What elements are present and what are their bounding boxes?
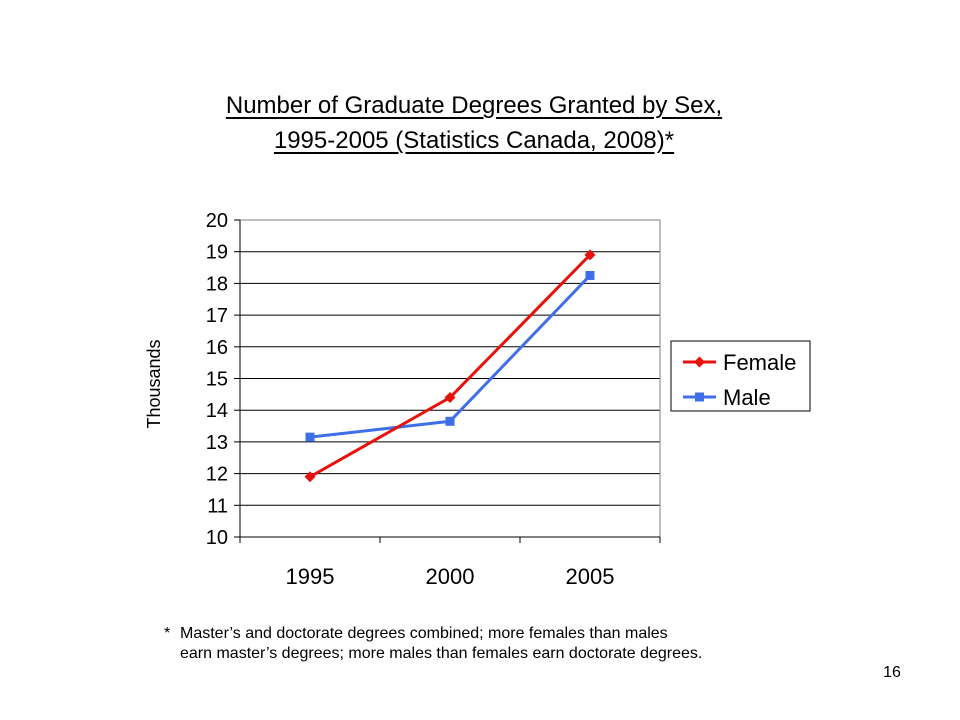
legend-label-male: Male <box>723 385 771 410</box>
series-line-female <box>309 253 592 479</box>
y-tick-label: 17 <box>206 305 228 327</box>
y-tick-label: 10 <box>206 527 228 549</box>
legend-box <box>670 340 811 412</box>
gridlines <box>240 219 660 506</box>
y-tick-label: 20 <box>206 210 228 232</box>
legend-marker-female <box>694 356 705 368</box>
y-tick-label: 12 <box>206 464 228 486</box>
y-axis-label: Thousands <box>144 339 164 428</box>
x-tick-label: 1995 <box>286 564 335 589</box>
y-tick-label: 14 <box>206 400 228 422</box>
y-tick-label: 11 <box>207 495 228 517</box>
data-point-male <box>585 270 595 280</box>
y-tick-label: 13 <box>206 432 228 454</box>
chart-title: Number of Graduate Degrees Granted by Se… <box>0 88 948 158</box>
y-tick-label: 15 <box>206 369 228 391</box>
footnote-line-2: earn master’s degrees; more males than f… <box>180 645 703 662</box>
chart-title-line-2: 1995-2005 (Statistics Canada, 2008)* <box>273 127 675 154</box>
footnote-marker: * <box>164 625 171 642</box>
legend: Female Male <box>670 340 811 412</box>
legend-marker-male <box>695 392 704 402</box>
x-tick-label: 2005 <box>566 564 615 589</box>
data-point-male <box>305 432 315 442</box>
data-point-female <box>584 249 596 261</box>
page-number: 16 <box>883 664 901 681</box>
footnote-line-1: Master’s and doctorate degrees combined;… <box>180 625 668 642</box>
y-tick-label: 18 <box>206 273 228 295</box>
data-point-female <box>444 392 456 404</box>
y-tick-label: 16 <box>206 337 228 359</box>
chart-title-line-1: Number of Graduate Degrees Granted by Se… <box>225 92 723 119</box>
axes: 10 11 12 13 14 15 16 17 18 19 20 1995 2000 2005 <box>206 210 661 589</box>
data-point-male <box>445 416 455 426</box>
data-point-female <box>304 471 316 483</box>
x-tick-label: 2000 <box>426 564 475 589</box>
legend-label-female: Female <box>723 350 796 375</box>
y-tick-label: 19 <box>206 242 228 264</box>
series <box>304 249 596 483</box>
